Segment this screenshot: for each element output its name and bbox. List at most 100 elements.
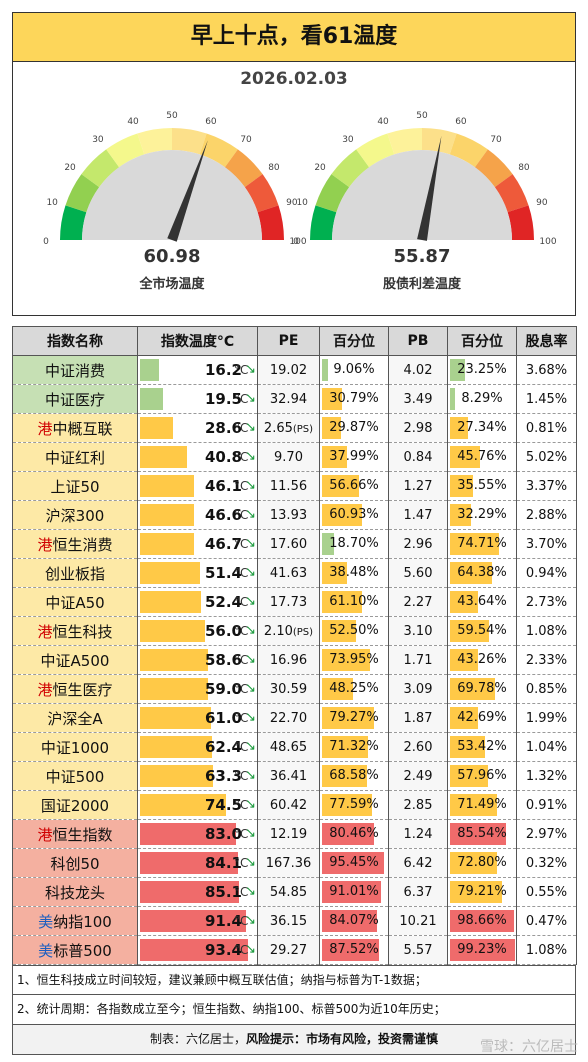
- percentile-value: 37.99%: [329, 449, 379, 464]
- pb-percentile: 71.49%: [447, 790, 517, 820]
- percentile-bar: [450, 794, 497, 816]
- index-name: 港恒生消费: [12, 529, 138, 559]
- pb-value: 2.60: [388, 732, 448, 762]
- temperature-bar: [140, 910, 246, 932]
- pb-value: 2.96: [388, 529, 448, 559]
- temperature-value: 28.6: [204, 419, 242, 437]
- temperature-bar: [140, 388, 163, 410]
- temperature-unit: °C: [234, 885, 249, 899]
- trend-down-icon: ↘: [245, 710, 256, 725]
- pe-value: 36.41: [257, 761, 320, 791]
- pb-percentile: 74.71%: [447, 529, 517, 559]
- gauge-tick-label: 20: [314, 163, 326, 173]
- percentile-bar: [322, 533, 335, 555]
- pe-percentile: 37.99%: [319, 442, 389, 472]
- percentile-value: 48.25%: [329, 681, 379, 696]
- percentile-bar: [322, 736, 369, 758]
- gauge-tick-label: 40: [127, 117, 139, 127]
- index-temperature: 83.0 °C ↘: [137, 819, 258, 849]
- temperature-unit: °C: [234, 363, 249, 377]
- table-row: 创业板指 51.4 °C ↘ 41.63 38.48% 5.60 64.38% 0.94%: [12, 558, 577, 588]
- index-temperature: 93.4 °C ↘: [137, 935, 258, 965]
- trend-down-icon: ↘: [245, 623, 256, 638]
- percentile-value: 43.26%: [457, 652, 507, 667]
- pb-percentile: 85.54%: [447, 819, 517, 849]
- percentile-bar: [322, 794, 373, 816]
- pe-percentile: 95.45%: [319, 848, 389, 878]
- index-name-text: 中证500: [45, 767, 105, 786]
- page-title: 早上十点，看61温度: [12, 12, 576, 62]
- temperature-value: 16.2: [204, 361, 242, 379]
- percentile-bar: [322, 678, 354, 700]
- footer: 制表：六亿居士，风险提示：市场有风险，投资需谨慎: [12, 1025, 576, 1055]
- index-name: 沪深300: [12, 500, 138, 530]
- percentile-bar: [450, 417, 468, 439]
- pb-percentile: 8.29%: [447, 384, 517, 414]
- table-row: 港恒生科技 56.0 °C ↘ 2.10(PS) 52.50% 3.10 59.54% 1.08…: [12, 616, 577, 646]
- table-row: 国证2000 74.5 °C ↘ 60.42 77.59% 2.85 71.49% 0.91%: [12, 790, 577, 820]
- pe-percentile: 29.87%: [319, 413, 389, 443]
- index-temperature: 46.1 °C ↘: [137, 471, 258, 501]
- temperature-value: 84.1: [204, 854, 242, 872]
- pe-value: 2.10(PS): [257, 616, 320, 646]
- percentile-value: 77.59%: [329, 797, 379, 812]
- index-temperature: 19.5 °C ↘: [137, 384, 258, 414]
- pe-percentile: 38.48%: [319, 558, 389, 588]
- index-temperature: 51.4 °C ↘: [137, 558, 258, 588]
- temperature-value: 52.4: [204, 593, 242, 611]
- percentile-bar: [322, 359, 328, 381]
- temperature-value: 59.0: [204, 680, 242, 698]
- percentile-value: 35.55%: [457, 478, 507, 493]
- gauge-segment: [331, 149, 370, 188]
- column-header: PE: [257, 326, 320, 356]
- pb-percentile: 43.26%: [447, 645, 517, 675]
- index-name: 沪深全A: [12, 703, 138, 733]
- temperature-value: 56.0: [204, 622, 242, 640]
- percentile-bar: [450, 678, 496, 700]
- temperature-value: 93.4: [204, 941, 242, 959]
- pb-value: 1.24: [388, 819, 448, 849]
- temperature-bar: [140, 852, 238, 874]
- market-prefix: 港: [37, 535, 53, 554]
- index-name-text: 科技龙头: [44, 883, 105, 902]
- percentile-value: 80.46%: [329, 826, 379, 841]
- trend-down-icon: ↘: [245, 913, 256, 928]
- pb-value: 2.85: [388, 790, 448, 820]
- percentile-bar: [322, 939, 379, 961]
- pb-percentile: 45.76%: [447, 442, 517, 472]
- gauge-tick-label: 30: [342, 135, 354, 145]
- pb-percentile: 98.66%: [447, 906, 517, 936]
- percentile-value: 71.32%: [329, 739, 379, 754]
- table-row: 中证A50 52.4 °C ↘ 17.73 61.10% 2.27 43.64% 2.73%: [12, 587, 577, 617]
- gauge-tick-label: 70: [490, 135, 502, 145]
- percentile-bar: [450, 591, 479, 613]
- temperature-bar: [140, 591, 201, 613]
- trend-down-icon: ↘: [245, 449, 256, 464]
- gauge-segment: [507, 205, 534, 240]
- index-temperature: 58.6 °C ↘: [137, 645, 258, 675]
- gauge-tick-label: 100: [539, 237, 556, 247]
- gauge-label: 全市场温度: [138, 276, 205, 292]
- temperature-value: 83.0: [204, 825, 242, 843]
- gauge-needle: [167, 140, 208, 242]
- percentile-value: 30.79%: [329, 391, 379, 406]
- index-temperature: 40.8 °C ↘: [137, 442, 258, 472]
- dividend-yield: 1.04%: [516, 732, 577, 762]
- gauge-value: 55.87: [394, 246, 451, 267]
- percentile-value: 38.48%: [329, 565, 379, 580]
- trend-down-icon: ↘: [245, 826, 256, 841]
- footer-risk-text: 市场有风险，投资需谨慎: [306, 1032, 439, 1046]
- temperature-unit: °C: [234, 479, 249, 493]
- pe-percentile: 9.06%: [319, 355, 389, 385]
- gauge-label: 股债利差温度: [383, 276, 462, 292]
- percentile-bar: [322, 446, 347, 468]
- trend-down-icon: ↘: [245, 536, 256, 551]
- column-header: 指数温度°C: [137, 326, 258, 356]
- temperature-unit: °C: [234, 798, 249, 812]
- percentile-bar: [450, 620, 489, 642]
- index-temperature: 46.6 °C ↘: [137, 500, 258, 530]
- market-prefix: 港: [37, 680, 53, 699]
- percentile-value: 72.80%: [457, 855, 507, 870]
- gauge-tick-label: 30: [92, 135, 104, 145]
- column-header: 股息率: [516, 326, 577, 356]
